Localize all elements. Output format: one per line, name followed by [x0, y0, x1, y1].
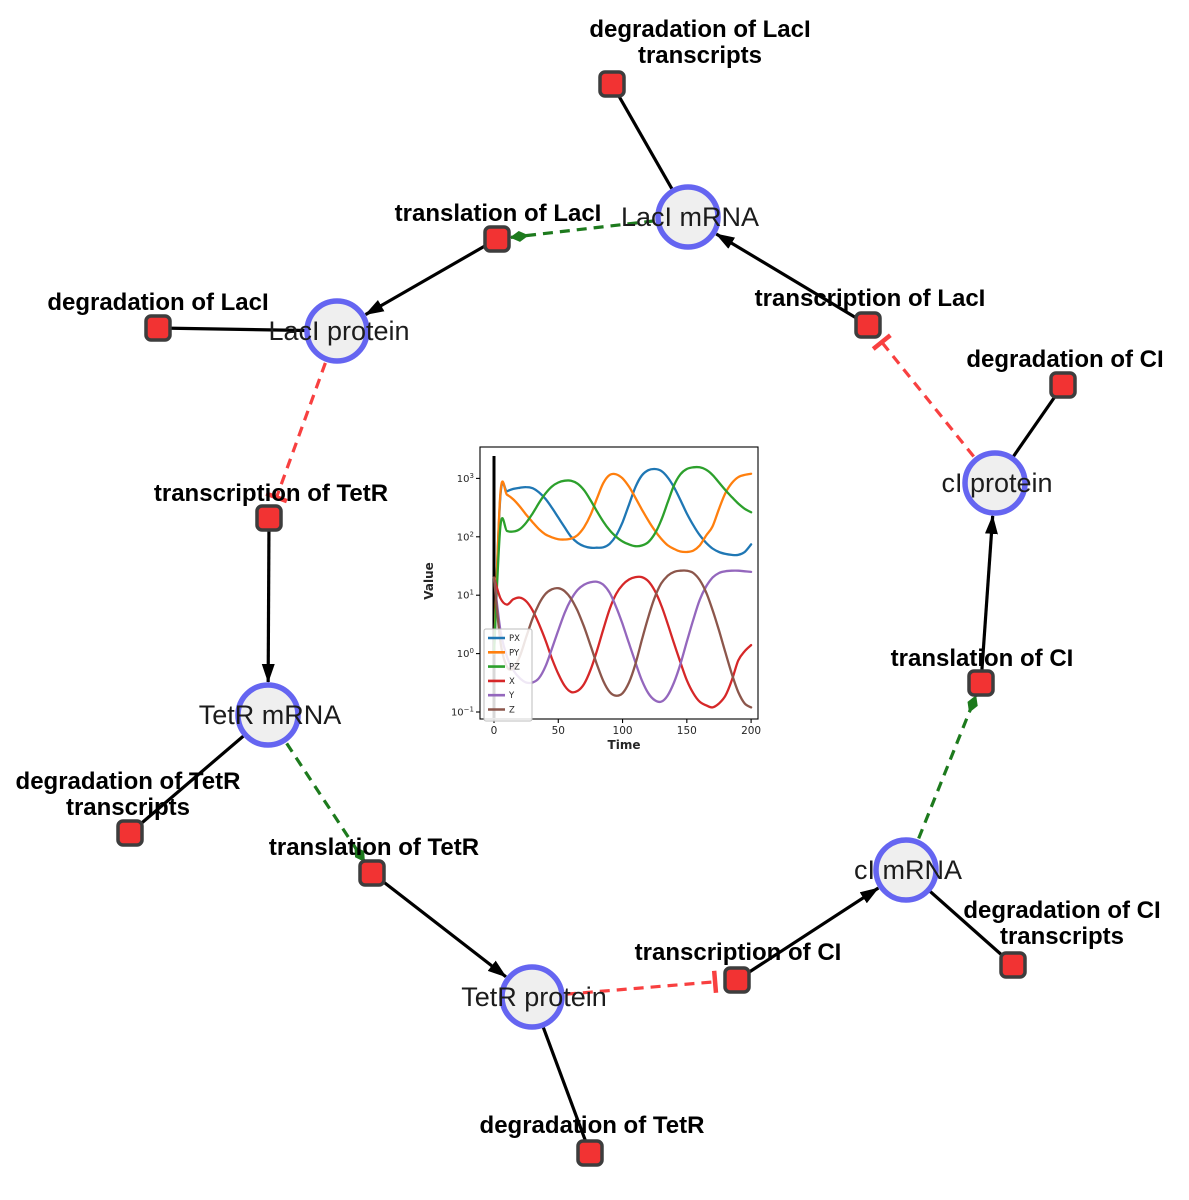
reaction-node-deg_cI_tr[interactable] — [999, 951, 1027, 979]
x-tick-label: 100 — [613, 725, 633, 737]
series-line-PY — [492, 472, 753, 655]
edge-cI_mRNA-translation_cI-activation — [904, 695, 978, 871]
reaction-label-deg_LacI: degradation of LacI — [47, 289, 268, 316]
reaction-label-deg_cI_tr: transcripts — [1000, 923, 1124, 950]
series-line-PZ — [492, 465, 753, 655]
species-label-LacI_mRNA: LacI mRNA — [621, 202, 759, 232]
species-node-LacI_protein[interactable] — [304, 298, 370, 364]
reaction-label-deg_cI_tr: degradation of CI — [963, 897, 1160, 924]
y-axis-label: Value — [422, 562, 436, 600]
edge-translation_LacI-LacI_protein-production — [364, 237, 498, 316]
species-node-cI_mRNA[interactable] — [873, 837, 939, 903]
edge-TetR_mRNA-translation_TetR-activation — [266, 714, 366, 863]
species-nodes-layer: LacI mRNA LacI protein TetR mRNA TetR prote… — [199, 184, 1053, 1030]
edge-LacI_mRNA-translation_LacI-activation — [509, 215, 689, 242]
series-line-Y — [492, 569, 753, 704]
species-node-cI_protein[interactable] — [962, 450, 1028, 516]
reaction-label-transcription_TetR: transcription of TetR — [154, 480, 388, 507]
y-tick-label: 10−1 — [451, 706, 474, 719]
species-label-TetR_protein: TetR protein — [461, 982, 607, 1012]
reaction-label-deg_cI: degradation of CI — [966, 346, 1163, 373]
edge-translation_cI-cI_protein-production — [979, 514, 998, 684]
legend-label-PY: PY — [509, 648, 520, 658]
axes-frame — [479, 446, 759, 720]
reaction-node-translation_cI[interactable] — [967, 669, 995, 697]
reaction-label-deg_TetR: degradation of TetR — [480, 1112, 705, 1139]
plot-background — [420, 430, 770, 770]
reaction-node-deg_cI[interactable] — [1049, 371, 1077, 399]
edge-cI_protein-transcription_LacI-inhibition — [871, 333, 997, 485]
y-tick-label: 101 — [457, 589, 474, 602]
species-label-TetR_mRNA: TetR mRNA — [199, 700, 342, 730]
reaction-node-transcription_cI[interactable] — [723, 966, 751, 994]
reaction-label-deg_TetR_tr: transcripts — [66, 794, 190, 821]
reaction-label-deg_LacI_tr: transcripts — [638, 42, 762, 69]
reaction-nodes-layer: degradation of LacItranscriptstranslatio… — [16, 16, 1164, 1167]
reaction-node-deg_TetR_tr[interactable] — [116, 819, 144, 847]
edge-transcription_LacI-LacI_mRNA-production — [715, 232, 869, 327]
edge-TetR_protein-transcription_cI-inhibition — [531, 970, 719, 999]
reaction-label-translation_LacI: translation of LacI — [395, 200, 602, 227]
species-node-TetR_protein[interactable] — [499, 964, 565, 1030]
x-tick-label: 50 — [552, 725, 565, 737]
reaction-label-translation_TetR: translation of TetR — [269, 834, 479, 861]
reaction-label-translation_cI: translation of CI — [891, 645, 1074, 672]
legend-label-PZ: PZ — [509, 663, 520, 673]
series-line-Z — [492, 569, 753, 709]
edge-LacI_protein-transcription_TetR-inhibition — [265, 330, 339, 504]
species-label-cI_mRNA: cI mRNA — [854, 855, 962, 885]
reaction-label-transcription_LacI: transcription of LacI — [755, 285, 986, 312]
species-label-LacI_protein: LacI protein — [268, 316, 409, 346]
reaction-label-transcription_cI: transcription of CI — [635, 939, 842, 966]
species-label-cI_protein: cI protein — [941, 468, 1052, 498]
reaction-label-deg_LacI_tr: degradation of LacI — [589, 16, 810, 43]
edge-transcription_cI-cI_mRNA-production — [736, 886, 880, 982]
reaction-node-translation_TetR[interactable] — [358, 859, 386, 887]
legend-label-Z: Z — [509, 706, 515, 716]
species-node-LacI_mRNA[interactable] — [655, 184, 721, 250]
reaction-node-translation_LacI[interactable] — [483, 225, 511, 253]
legend: PX PY PZ XYZ — [483, 628, 533, 722]
series-layer — [492, 465, 753, 709]
x-tick-label: 150 — [677, 725, 697, 737]
x-tick-label: 0 — [491, 725, 498, 737]
legend-label-Y: Y — [508, 691, 515, 701]
legend-label-X: X — [509, 677, 515, 687]
species-node-TetR_mRNA[interactable] — [235, 682, 301, 748]
legend-label-PX: PX — [509, 634, 520, 644]
reaction-node-deg_LacI_tr[interactable] — [598, 70, 626, 98]
reaction-node-deg_TetR[interactable] — [576, 1139, 604, 1167]
reaction-node-transcription_LacI[interactable] — [854, 311, 882, 339]
simulation-plot: 0 50 100 150 20010−1100101102103TimeValuePXP… — [420, 430, 770, 770]
legend-box — [483, 628, 533, 722]
edge-transcription_TetR-TetR_mRNA-production — [261, 517, 275, 684]
series-line-X — [492, 575, 753, 709]
reaction-node-transcription_TetR[interactable] — [255, 504, 283, 532]
x-tick-label: 200 — [741, 725, 761, 737]
reaction-node-deg_LacI[interactable] — [144, 314, 172, 342]
edge-translation_TetR-TetR_protein-production — [371, 871, 507, 979]
y-tick-label: 100 — [457, 647, 474, 660]
series-line-PX — [492, 467, 753, 655]
x-axis-label: Time — [608, 738, 641, 752]
reaction-label-deg_TetR_tr: degradation of TetR — [16, 768, 241, 795]
y-tick-label: 103 — [457, 472, 474, 485]
y-tick-label: 102 — [457, 530, 474, 543]
